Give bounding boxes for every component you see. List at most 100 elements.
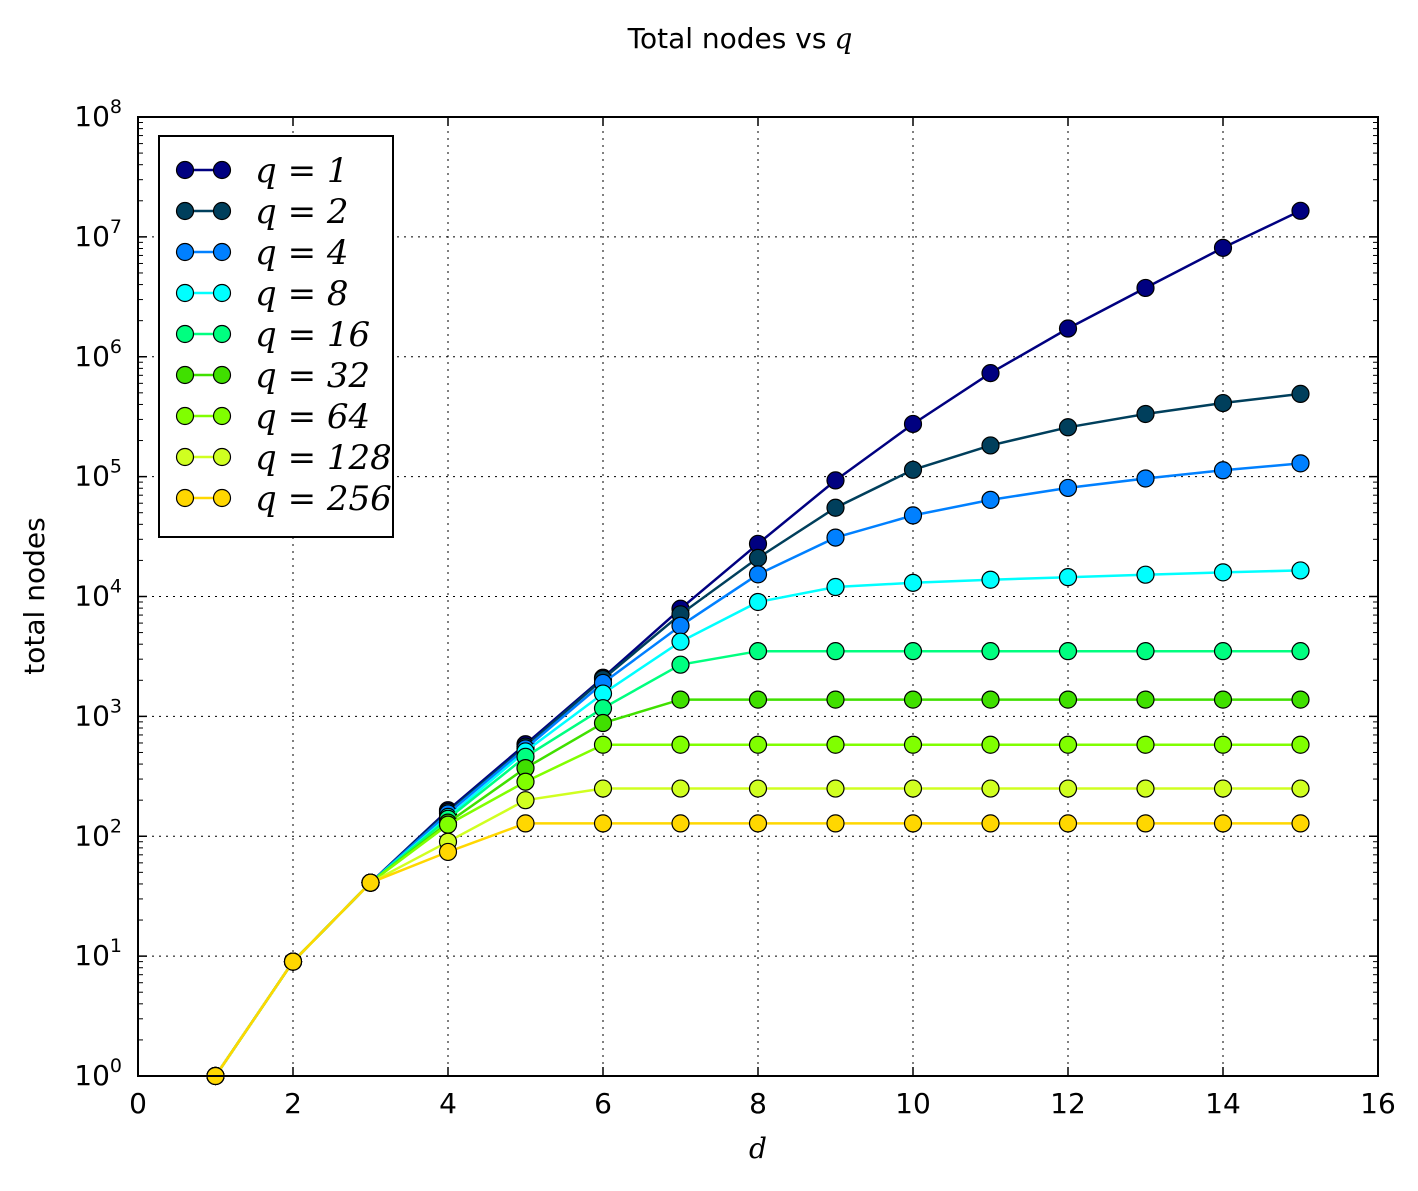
data-point bbox=[671, 616, 690, 635]
x-tick-label: 4 bbox=[439, 1087, 457, 1120]
data-point bbox=[1136, 278, 1155, 298]
data-point bbox=[516, 814, 535, 833]
legend-marker bbox=[175, 406, 195, 426]
data-point bbox=[671, 814, 690, 833]
series-line bbox=[214, 822, 1301, 1077]
data-point bbox=[1291, 384, 1310, 403]
data-point bbox=[903, 642, 923, 661]
legend-label: q = 16 bbox=[255, 315, 370, 355]
data-point bbox=[1213, 563, 1233, 582]
legend-marker bbox=[212, 283, 232, 303]
data-point bbox=[903, 690, 923, 709]
data-point bbox=[981, 735, 1000, 754]
y-tick-label: 101 bbox=[74, 935, 122, 972]
data-point bbox=[1213, 779, 1233, 798]
data-point bbox=[516, 772, 535, 791]
ticks bbox=[137, 116, 1379, 1077]
data-point bbox=[826, 498, 845, 517]
data-point bbox=[981, 436, 1000, 455]
data-point bbox=[826, 779, 845, 798]
legend-marker bbox=[175, 488, 195, 508]
data-point bbox=[1213, 461, 1233, 480]
legend-label: q = 128 bbox=[255, 438, 392, 478]
data-point bbox=[1058, 478, 1078, 498]
data-point bbox=[1136, 814, 1155, 833]
data-point bbox=[903, 506, 923, 525]
data-point bbox=[1213, 238, 1233, 257]
data-point bbox=[903, 414, 923, 434]
legend-marker bbox=[175, 201, 195, 221]
data-point bbox=[593, 713, 613, 733]
data-point bbox=[361, 873, 380, 892]
y-tick-label: 102 bbox=[74, 815, 122, 852]
data-point bbox=[1058, 779, 1078, 798]
data-point bbox=[981, 364, 1000, 383]
series-layer bbox=[206, 201, 1310, 1086]
legend-marker bbox=[212, 201, 232, 221]
data-point bbox=[438, 842, 458, 862]
data-point bbox=[903, 814, 923, 833]
data-point bbox=[748, 565, 768, 584]
data-point bbox=[1136, 642, 1155, 661]
legend-marker bbox=[175, 324, 195, 344]
data-point bbox=[903, 735, 923, 754]
legend-label: q = 64 bbox=[255, 397, 370, 437]
data-point bbox=[1213, 814, 1233, 833]
data-point bbox=[1291, 642, 1310, 661]
data-point bbox=[981, 642, 1000, 661]
data-point bbox=[1058, 735, 1078, 754]
data-point bbox=[671, 735, 690, 754]
legend-entry-2: q = 2 bbox=[175, 192, 349, 232]
data-point bbox=[1058, 814, 1078, 833]
data-point bbox=[826, 814, 845, 833]
data-point bbox=[903, 460, 923, 479]
legend-marker bbox=[212, 447, 232, 467]
data-point bbox=[1058, 568, 1078, 587]
chart-title: Total nodes vs q bbox=[627, 22, 853, 55]
legend-entry-1: q = 1 bbox=[175, 151, 349, 191]
legend-marker bbox=[212, 406, 232, 426]
legend-marker bbox=[212, 160, 232, 180]
y-tick-label: 108 bbox=[74, 96, 122, 133]
legend-entry-256: q = 256 bbox=[175, 479, 392, 519]
data-point bbox=[826, 690, 845, 709]
legend-marker bbox=[175, 242, 195, 262]
data-point bbox=[981, 570, 1000, 589]
legend-marker bbox=[175, 447, 195, 467]
data-point bbox=[1213, 735, 1233, 754]
legend-label: q = 256 bbox=[255, 479, 392, 519]
data-point bbox=[1058, 642, 1078, 661]
legend-marker bbox=[212, 242, 232, 262]
data-point bbox=[981, 814, 1000, 833]
data-point bbox=[1291, 561, 1310, 580]
data-point bbox=[671, 690, 690, 709]
data-point bbox=[748, 592, 768, 612]
data-point bbox=[748, 690, 768, 709]
legend-entry-128: q = 128 bbox=[175, 438, 392, 478]
legend-marker bbox=[175, 160, 195, 180]
data-point bbox=[903, 573, 923, 592]
x-tick-label: 0 bbox=[129, 1087, 147, 1120]
legend-marker bbox=[212, 324, 232, 344]
data-point bbox=[748, 814, 768, 833]
data-point bbox=[981, 779, 1000, 798]
data-point bbox=[1291, 690, 1310, 709]
data-point bbox=[981, 690, 1000, 709]
x-tick-label: 6 bbox=[594, 1087, 612, 1120]
legend-entry-16: q = 16 bbox=[175, 315, 370, 355]
data-point bbox=[826, 642, 845, 661]
x-tick-label: 8 bbox=[749, 1087, 767, 1120]
data-point bbox=[748, 548, 768, 567]
data-point bbox=[748, 642, 768, 661]
legend-entry-64: q = 64 bbox=[175, 397, 370, 437]
data-point bbox=[671, 655, 690, 674]
y-tick-labels: 100 101 102 103 104 105 106 107 108 bbox=[74, 96, 122, 1092]
data-point bbox=[516, 791, 535, 810]
data-point bbox=[1136, 404, 1155, 424]
data-point bbox=[1291, 779, 1310, 798]
y-tick-label: 106 bbox=[74, 336, 122, 373]
legend-box bbox=[158, 135, 394, 538]
legend-entry-4: q = 4 bbox=[175, 233, 349, 273]
legend-label: q = 32 bbox=[255, 356, 370, 396]
legend-marker bbox=[175, 365, 195, 385]
